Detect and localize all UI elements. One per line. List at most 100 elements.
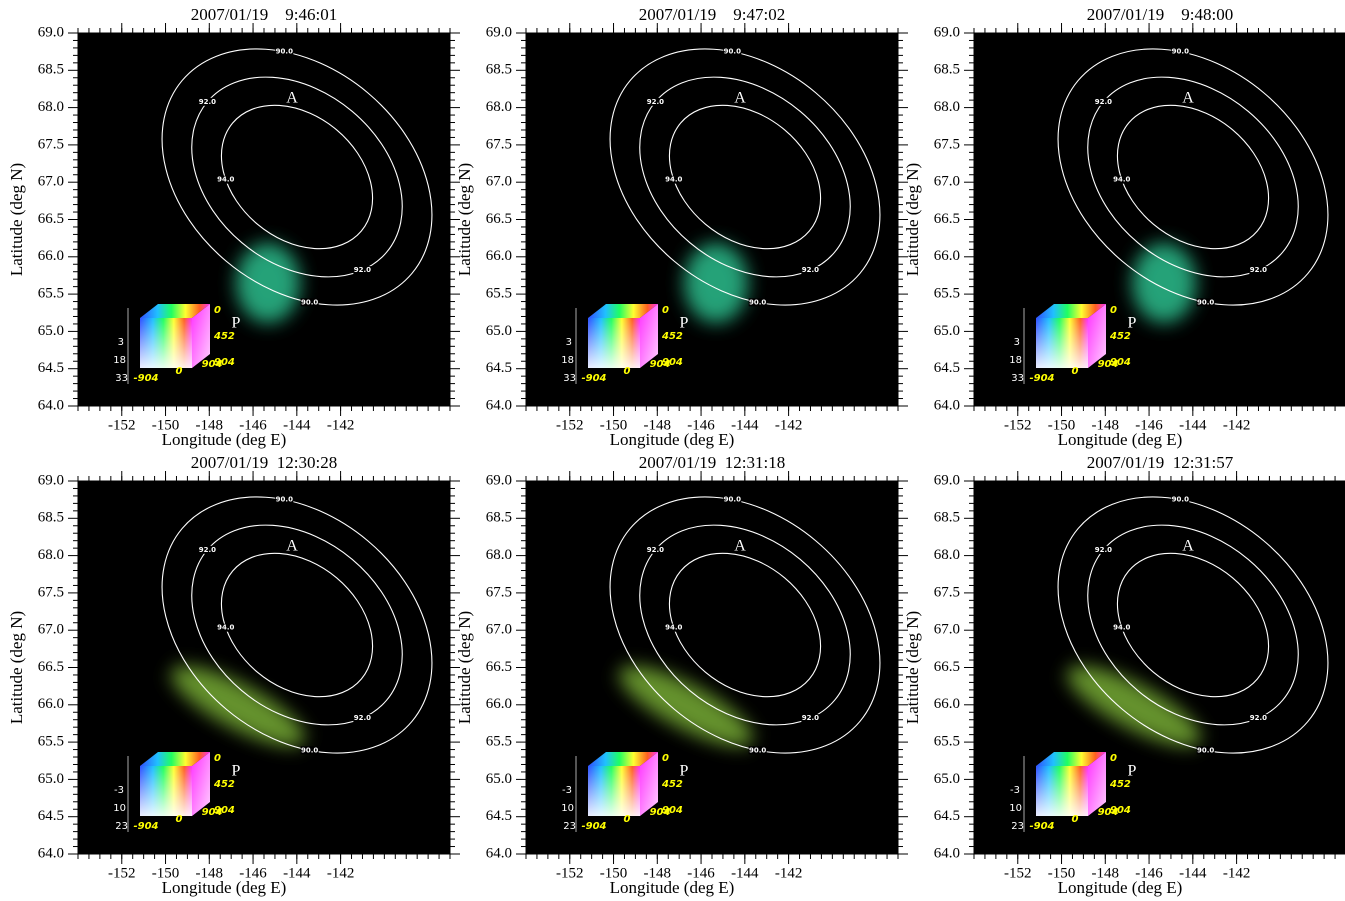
plot-area	[78, 481, 450, 854]
contour-label: 90.0	[724, 48, 741, 56]
y-tick-label: 68.0	[38, 547, 64, 563]
cube-tick-label: 0	[1072, 366, 1079, 377]
cube-top	[140, 752, 210, 766]
contour-label: 92.0	[802, 714, 819, 722]
cube-side	[640, 752, 658, 816]
contour-label: 90.0	[301, 746, 318, 754]
y-tick-label: 65.5	[934, 734, 960, 750]
cube-tick-label: 904	[662, 805, 683, 816]
x-tick-label: -152	[108, 865, 136, 881]
cube-tick-label: 0	[176, 814, 183, 825]
cube-tick-label: -904	[133, 821, 158, 832]
contour-label-bg	[300, 746, 319, 755]
y-axis-label: Latitude (deg N)	[903, 611, 922, 724]
contour-label-bg	[1112, 623, 1131, 632]
y-tick-label: 67.0	[934, 622, 960, 638]
y-tick-label: 65.0	[486, 323, 512, 339]
y-tick-label: 68.0	[486, 547, 512, 563]
cube-top	[140, 304, 210, 318]
contour-label: 92.0	[1250, 266, 1267, 274]
contour-label: 90.0	[276, 48, 293, 56]
contour-line	[1116, 104, 1270, 250]
cube-tick-label: -3	[562, 785, 572, 796]
contour-label-bg	[300, 298, 319, 307]
x-tick-label: -152	[108, 417, 136, 433]
y-tick-label: 66.0	[38, 248, 64, 264]
contour-label: 92.0	[647, 546, 664, 554]
x-tick-label: -150	[600, 865, 628, 881]
cube-tick-label: -3	[1010, 785, 1020, 796]
contour-label-bg	[353, 266, 372, 275]
y-tick-label: 66.0	[486, 696, 512, 712]
contour-line	[161, 496, 433, 754]
cube-tick-label: -904	[133, 373, 158, 384]
x-axis-label: Longitude (deg E)	[610, 878, 735, 897]
contour-label-bg	[1171, 47, 1190, 56]
cube-tick-label: 452	[213, 331, 235, 342]
cube-tick-label: 904	[1098, 807, 1119, 818]
y-tick-label: 66.0	[934, 696, 960, 712]
y-axis-label: Latitude (deg N)	[7, 163, 26, 276]
contour-label: 94.0	[217, 176, 234, 184]
y-tick-label: 66.5	[934, 659, 960, 675]
contour-label-bg	[723, 47, 742, 56]
cube-tick-label: 3	[1014, 337, 1020, 348]
y-tick-label: 66.0	[934, 248, 960, 264]
contour-label: 90.0	[1197, 298, 1214, 306]
y-tick-label: 64.5	[934, 360, 960, 376]
y-tick-label: 67.5	[486, 136, 512, 152]
cube-tick-label: 904	[662, 357, 683, 368]
plot-area	[526, 481, 898, 854]
panel-title: 2007/01/19 9:48:00	[1087, 5, 1233, 24]
plot-area	[974, 481, 1345, 854]
x-tick-label: -150	[1048, 417, 1076, 433]
contour-label: 90.0	[1172, 48, 1189, 56]
x-tick-label: -146	[687, 417, 715, 433]
panel-title: 2007/01/19 12:31:57	[1087, 453, 1234, 472]
y-tick-label: 68.5	[38, 510, 64, 526]
cube-tick-label: 18	[113, 355, 126, 366]
cube-tick-label: 0	[624, 814, 631, 825]
cube-tick-label: 904	[214, 805, 235, 816]
contour-label-bg	[1249, 714, 1268, 723]
cube-top	[1036, 752, 1106, 766]
contour-label: 92.0	[1250, 714, 1267, 722]
y-axis-label: Latitude (deg N)	[903, 163, 922, 276]
y-tick-label: 67.0	[934, 174, 960, 190]
y-tick-label: 65.0	[934, 323, 960, 339]
plot-area	[974, 33, 1345, 406]
y-tick-label: 68.0	[486, 99, 512, 115]
cube-tick-label: 18	[561, 355, 574, 366]
x-tick-label: -152	[556, 865, 584, 881]
cube-front-fade	[140, 766, 192, 816]
annotation: A	[734, 90, 746, 107]
contour-label: 94.0	[217, 624, 234, 632]
cube-tick-label: 10	[113, 803, 126, 814]
panel: 90.090.092.092.094.0AP0452904-9040904318…	[7, 5, 460, 449]
contour-line	[1116, 552, 1270, 698]
cube-tick-label: -904	[581, 821, 606, 832]
cube-tick-label: -904	[1029, 821, 1054, 832]
y-tick-label: 67.5	[486, 584, 512, 600]
cube-tick-label: 0	[662, 305, 669, 316]
x-tick-label: -148	[644, 417, 672, 433]
contour-label: 90.0	[301, 298, 318, 306]
x-tick-label: -150	[1048, 865, 1076, 881]
x-axis-label: Longitude (deg E)	[610, 430, 735, 449]
cube-tick-label: 904	[214, 357, 235, 368]
x-tick-label: -148	[644, 865, 672, 881]
contour-label-bg	[646, 545, 665, 554]
annotation: P	[1128, 315, 1137, 332]
x-tick-label: -152	[1004, 417, 1032, 433]
contour-label-bg	[723, 495, 742, 504]
contour-line	[668, 104, 822, 250]
x-tick-label: -144	[1179, 417, 1207, 433]
cube-tick-label: 23	[563, 821, 576, 832]
plot-area	[526, 33, 898, 406]
y-tick-label: 69.0	[486, 24, 512, 40]
contour-label: 90.0	[1172, 496, 1189, 504]
x-tick-label: -146	[239, 865, 267, 881]
contour-label-bg	[1094, 97, 1113, 106]
y-tick-label: 67.5	[38, 136, 64, 152]
cube-tick-label: 904	[1110, 805, 1131, 816]
